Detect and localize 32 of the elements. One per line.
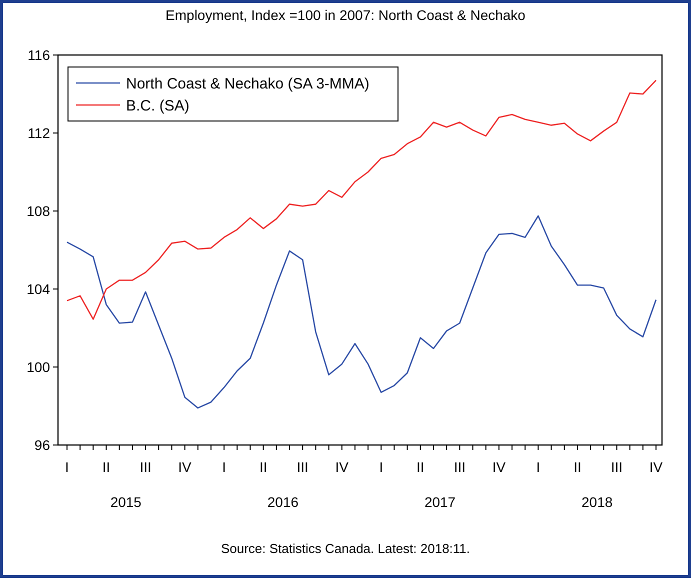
chart-title: Employment, Index =100 in 2007: North Coast & Nechako [166,7,526,23]
x-tick-label: II [259,459,268,475]
text: 2018 [582,494,613,510]
line-series [66,80,657,320]
x-tick-label: III [140,459,152,475]
legend-label: North Coast & Nechako (SA 3-MMA) [126,75,370,92]
line-series [66,215,657,409]
y-tick-label: 112 [28,124,50,141]
x-tick-label: III [610,459,623,475]
text: 2015 [110,494,142,510]
x-tick-label: II [574,459,582,475]
text: 2016 [267,494,299,510]
y-tick-label: 100 [26,358,50,375]
y-tick-label: 104 [26,280,50,297]
x-tick-label: IV [649,459,664,475]
x-tick-label: I [379,459,384,475]
x-tick-label: II [102,459,110,475]
x-tick-label: II [416,459,424,475]
y-tick-label: 116 [28,46,50,63]
x-tick-label: III [296,459,308,475]
y-tick-label: 108 [26,202,50,219]
x-tick-label: I [536,459,540,475]
x-tick-label: IV [335,459,350,475]
x-tick-label: IV [492,459,506,475]
x-tick-label: I [65,459,69,475]
legend-label: B.C. (SA) [126,97,190,114]
x-tick-label: I [222,459,226,475]
y-tick-label: 96 [34,436,50,453]
x-tick-label: III [454,459,466,475]
source-note: Source: Statistics Canada. Latest: 2018:11. [220,541,470,556]
text: 2017 [424,494,456,510]
x-tick-label: IV [178,459,192,475]
